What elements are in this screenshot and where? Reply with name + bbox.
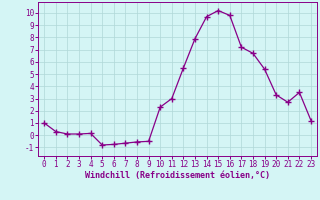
X-axis label: Windchill (Refroidissement éolien,°C): Windchill (Refroidissement éolien,°C) bbox=[85, 171, 270, 180]
